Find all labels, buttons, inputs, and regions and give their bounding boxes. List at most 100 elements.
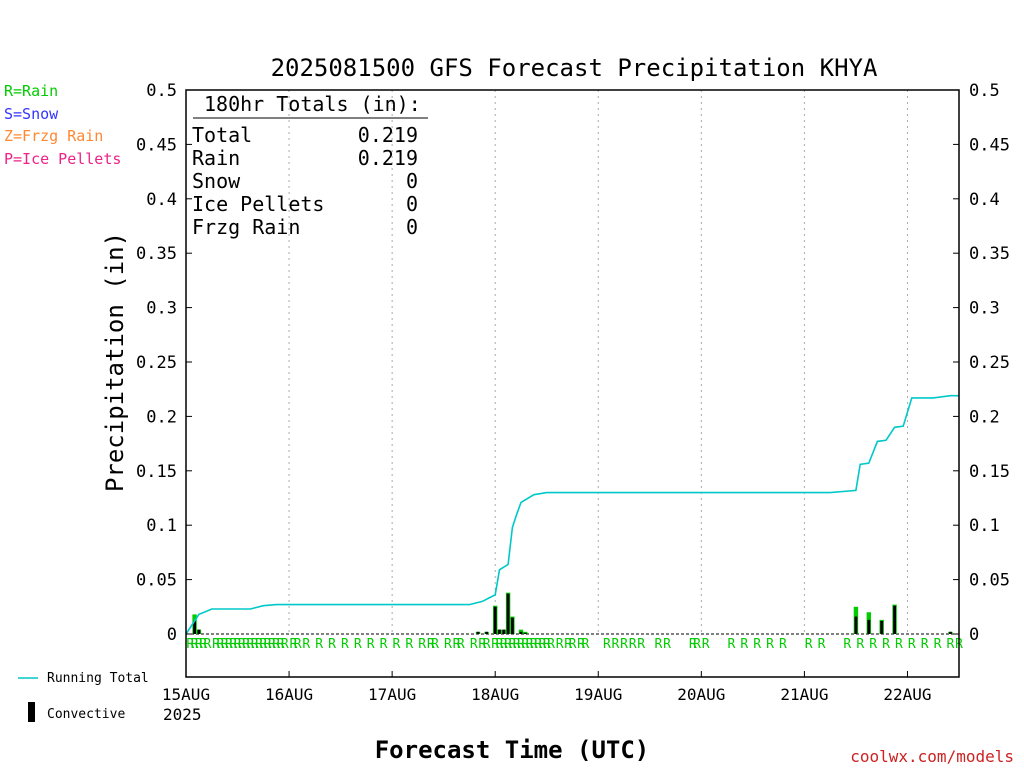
ptype-mark: R xyxy=(234,637,242,652)
y-tick-label-left: 0.25 xyxy=(136,353,177,373)
y-tick-label-left: 0.3 xyxy=(146,299,177,319)
ptype-mark: R xyxy=(418,637,426,652)
ptype-mark: R xyxy=(328,637,336,652)
totals-value-rain: 0.219 xyxy=(358,146,418,170)
ptype-mark: R xyxy=(504,637,512,652)
ptype-mark: R xyxy=(302,637,310,652)
legend-frzg-rain: Z=Frzg Rain xyxy=(4,127,103,145)
ptype-legend: R=Rain S=Snow Z=Frzg Rain P=Ice Pellets xyxy=(4,82,121,168)
convective-bar xyxy=(485,631,489,634)
convective-bar xyxy=(880,620,884,634)
ptype-mark: R xyxy=(483,637,491,652)
ptype-mark: R xyxy=(517,637,525,652)
grid-lines xyxy=(186,90,959,635)
ptype-mark: R xyxy=(491,637,499,652)
ptype-mark: R xyxy=(212,637,220,652)
convective-bar xyxy=(893,605,896,634)
y-tick-label-right: 0.15 xyxy=(969,462,1010,482)
plot-frame xyxy=(185,89,960,678)
ptype-mark: R xyxy=(569,637,577,652)
totals-label-snow: Snow xyxy=(192,169,241,193)
ptype-mark: R xyxy=(856,637,864,652)
ptype-mark: R xyxy=(186,637,194,652)
y-tick-label-right: 0.3 xyxy=(969,299,1000,319)
ptype-mark: R xyxy=(654,637,662,652)
convective-bar xyxy=(854,616,858,634)
ptype-mark: R xyxy=(934,637,942,652)
totals-value-frzg-rain: 0 xyxy=(406,215,418,239)
ptype-mark: R xyxy=(564,637,572,652)
running-total-polyline xyxy=(185,394,959,635)
x-tick-label: 22AUG xyxy=(883,685,931,704)
ptype-mark: R xyxy=(629,637,637,652)
ptype-mark: R xyxy=(508,637,516,652)
ptype-mark: R xyxy=(225,637,233,652)
ptype-mark: R xyxy=(191,637,199,652)
y-tick-label-right: 0.05 xyxy=(969,571,1010,591)
y-tick-label-right: 0.5 xyxy=(969,81,1000,101)
ptype-mark: R xyxy=(496,637,504,652)
convective-bar xyxy=(519,631,523,634)
ptype-mark: R xyxy=(513,637,521,652)
ptype-mark: R xyxy=(637,637,645,652)
ptype-mark: R xyxy=(766,637,774,652)
legend-running-total: Running Total xyxy=(47,671,149,686)
totals-label-total: Total xyxy=(192,123,252,147)
ptype-mark: R xyxy=(663,637,671,652)
ptype-mark: R xyxy=(556,637,564,652)
ptype-mark: R xyxy=(393,637,401,652)
convective-bar xyxy=(523,632,527,634)
y-tick-label-left: 0.2 xyxy=(146,407,177,427)
ptype-mark: R xyxy=(779,637,787,652)
ptype-mark: R xyxy=(199,637,207,652)
ptype-mark: R xyxy=(272,637,280,652)
ptype-mark: R xyxy=(341,637,349,652)
y-axis-label: Precipitation (in) xyxy=(101,232,129,492)
ptype-mark: R xyxy=(603,637,611,652)
ptype-mark: R xyxy=(882,637,890,652)
credit-text: coolwx.com/models xyxy=(850,747,1014,766)
ptype-mark: R xyxy=(620,637,628,652)
convective-bar xyxy=(498,629,501,634)
convective-bar xyxy=(197,629,201,634)
ptype-mark: R xyxy=(843,637,851,652)
legend-ice-pellets: P=Ice Pellets xyxy=(4,150,121,168)
legend-convective-swatch xyxy=(28,702,35,722)
totals-label-frzg-rain: Frzg Rain xyxy=(192,215,300,239)
ptype-mark: R xyxy=(277,637,285,652)
legend-snow: S=Snow xyxy=(4,105,59,123)
ptype-mark: R xyxy=(247,637,255,652)
y-tick-label-left: 0.5 xyxy=(146,81,177,101)
ptype-mark: R xyxy=(869,637,877,652)
ptype-mark: R xyxy=(238,637,246,652)
legend-convective: Convective xyxy=(47,707,125,722)
ptype-mark: R xyxy=(530,637,538,652)
ptype-mark: R xyxy=(740,637,748,652)
convective-bar xyxy=(476,631,480,634)
ptype-mark: R xyxy=(478,637,486,652)
x-tick-label: 21AUG xyxy=(780,685,828,704)
year-label: 2025 xyxy=(163,705,202,724)
ptype-mark: R xyxy=(805,637,813,652)
x-tick-label: 18AUG xyxy=(471,685,519,704)
ptype-mark: R xyxy=(470,637,478,652)
series-legend: Running Total Convective xyxy=(18,671,149,722)
x-tick-label: 15AUG xyxy=(162,685,210,704)
ptype-mark: R xyxy=(547,637,555,652)
ptype-mark: R xyxy=(702,637,710,652)
ptype-mark: R xyxy=(693,637,701,652)
ptype-mark: R xyxy=(521,637,529,652)
convective-bar xyxy=(867,619,871,634)
ptype-mark: R xyxy=(380,637,388,652)
ptype-mark: R xyxy=(315,637,323,652)
x-tick-label: 19AUG xyxy=(574,685,622,704)
y-tick-label-right: 0.35 xyxy=(969,244,1010,264)
ptype-mark: R xyxy=(539,637,547,652)
ptype-mark: R xyxy=(753,637,761,652)
running-total-line xyxy=(185,394,959,635)
y-tick-label-right: 0.4 xyxy=(969,190,1000,210)
convective-bar xyxy=(502,629,506,634)
totals-label-ice-pellets: Ice Pellets xyxy=(192,192,324,216)
